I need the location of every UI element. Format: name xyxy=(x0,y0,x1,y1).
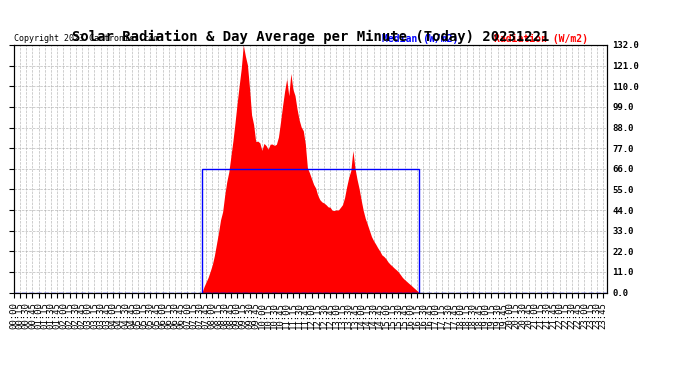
Title: Solar Radiation & Day Average per Minute (Today) 20231221: Solar Radiation & Day Average per Minute… xyxy=(72,30,549,44)
Text: Copyright 2023 Cartronics.com: Copyright 2023 Cartronics.com xyxy=(14,34,159,43)
Text: Median (W/m2): Median (W/m2) xyxy=(382,34,458,44)
Bar xyxy=(202,169,419,292)
Text: Radiation (W/m2): Radiation (W/m2) xyxy=(495,34,589,44)
